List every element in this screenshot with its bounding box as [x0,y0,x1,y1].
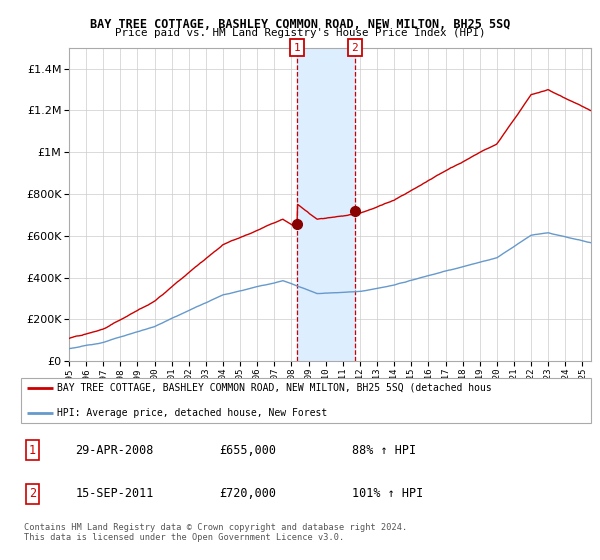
Text: 1: 1 [29,444,36,457]
Text: 101% ↑ HPI: 101% ↑ HPI [352,487,424,500]
Text: 15-SEP-2011: 15-SEP-2011 [76,487,154,500]
Text: BAY TREE COTTAGE, BASHLEY COMMON ROAD, NEW MILTON, BH25 5SQ (detached hous: BAY TREE COTTAGE, BASHLEY COMMON ROAD, N… [57,383,492,393]
Text: 1: 1 [294,43,301,53]
Text: 2: 2 [29,487,36,500]
Text: 88% ↑ HPI: 88% ↑ HPI [352,444,416,457]
Text: BAY TREE COTTAGE, BASHLEY COMMON ROAD, NEW MILTON, BH25 5SQ: BAY TREE COTTAGE, BASHLEY COMMON ROAD, N… [90,18,510,31]
Text: £720,000: £720,000 [220,487,277,500]
Text: 29-APR-2008: 29-APR-2008 [76,444,154,457]
Text: £655,000: £655,000 [220,444,277,457]
Text: Price paid vs. HM Land Registry's House Price Index (HPI): Price paid vs. HM Land Registry's House … [115,28,485,38]
Bar [297,48,355,361]
FancyBboxPatch shape [21,378,591,423]
Text: 2: 2 [352,43,358,53]
Text: HPI: Average price, detached house, New Forest: HPI: Average price, detached house, New … [57,408,328,418]
Text: Contains HM Land Registry data © Crown copyright and database right 2024.
This d: Contains HM Land Registry data © Crown c… [24,522,407,542]
